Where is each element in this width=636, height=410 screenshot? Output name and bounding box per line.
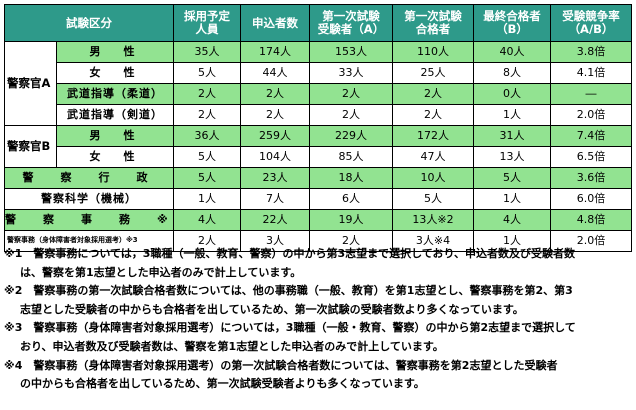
cell: 19人 <box>309 209 393 231</box>
header-planned-hires: 採用予定 人員 <box>173 4 241 42</box>
row-label: 男 性 <box>56 41 174 63</box>
cell: 2人 <box>392 104 474 126</box>
footnotes: ※1 警察事務については，3職種（一般、教育、警察）の中から第3志望まで選択して… <box>4 245 632 394</box>
cell: 2人 <box>392 83 474 105</box>
footnote-line: ※1 警察事務については，3職種（一般、教育、警察）の中から第3志望まで選択して… <box>4 247 576 260</box>
table-header-row: 試験区分 採用予定 人員 申込者数 第一次試験 受験者（A） 第一次試験 合格者 最終… <box>4 4 632 42</box>
cell: 35人 <box>173 41 241 63</box>
cell: 2人 <box>173 104 241 126</box>
cell: 1人 <box>473 104 551 126</box>
footnote-line: の中からも合格者を出しているため、第一次試験受験者よりも多くなっています。 <box>20 377 425 391</box>
row-label: 武道指導（柔道） <box>56 83 174 105</box>
footnote-line: ※4 警察事務（身体障害者対象採用選考）の第一次試験合格者数については、警察事務… <box>4 358 558 372</box>
table-row: 警察事務（身体障害者対象採用選考）※3 2人 3人 2人 3人※4 1人 2.0… <box>4 230 632 252</box>
cell: 40人 <box>473 41 551 63</box>
table-row: 警 察 行 政 5人 23人 18人 10人 5人 3.6倍 <box>4 167 632 189</box>
header-competition-ratio: 受験競争率 （A/B） <box>550 4 632 42</box>
cell: ― <box>550 83 632 105</box>
cell: 47人 <box>392 146 474 168</box>
cell: 3.8倍 <box>550 41 632 63</box>
cell: 6.0倍 <box>550 188 632 210</box>
cell: 8人 <box>473 62 551 84</box>
row-label: 武道指導（剣道） <box>56 104 174 126</box>
cell: 6.5倍 <box>550 146 632 168</box>
exam-results-table: 試験区分 採用予定 人員 申込者数 第一次試験 受験者（A） 第一次試験 合格者 最終… <box>4 4 632 252</box>
cell: 2人 <box>173 83 241 105</box>
cell: 1人 <box>173 188 241 210</box>
footnote-line: 志望とした受験者の中からも合格者を出しているため、第一次試験の受験者数より多くな… <box>20 302 524 316</box>
cell: 25人 <box>392 62 474 84</box>
cell: 5人 <box>173 146 241 168</box>
cell: 5人 <box>473 167 551 189</box>
cell: 4人 <box>473 209 551 231</box>
cell: 18人 <box>309 167 393 189</box>
cell: 1人 <box>473 188 551 210</box>
table-row: 女 性 5人 44人 33人 25人 8人 4.1倍 <box>4 62 632 84</box>
row-label: 女 性 <box>56 62 174 84</box>
group-label: 警察官A <box>4 41 57 126</box>
header-applicants: 申込者数 <box>240 4 310 42</box>
cell: 229人 <box>309 125 393 147</box>
header-exam-category: 試験区分 <box>4 4 174 42</box>
cell: 2人 <box>240 104 310 126</box>
cell: 4.8倍 <box>550 209 632 231</box>
row-label: 警 察 事 務 ※1 <box>4 209 174 231</box>
table-row: 警察官B 男 性 36人 259人 229人 172人 31人 7.4倍 <box>4 125 632 168</box>
cell: 110人 <box>392 41 474 63</box>
group-label: 警察官B <box>4 125 57 168</box>
footnote-line: ※3 警察事務（身体障害者対象採用選考）については，3職種（一般・教育、警察）の… <box>4 321 576 335</box>
cell: 2.0倍 <box>550 104 632 126</box>
row-label: 警 察 行 政 <box>4 167 174 189</box>
cell: 23人 <box>240 167 310 189</box>
cell: 22人 <box>240 209 310 231</box>
cell: 172人 <box>392 125 474 147</box>
row-label: 男 性 <box>56 125 174 147</box>
cell: 5人 <box>392 188 474 210</box>
table-row: 女 性 5人 104人 85人 47人 13人 6.5倍 <box>4 146 632 168</box>
cell: 2人 <box>309 104 393 126</box>
header-first-exam-takers: 第一次試験 受験者（A） <box>309 4 393 42</box>
cell: 33人 <box>309 62 393 84</box>
cell: 7人 <box>240 188 310 210</box>
table-row: 武道指導（柔道） 2人 2人 2人 2人 0人 ― <box>4 83 632 105</box>
cell: 0人 <box>473 83 551 105</box>
row-label: 女 性 <box>56 146 174 168</box>
cell: 6人 <box>309 188 393 210</box>
footnote-line: ※2 警察事務の第一次試験合格者数については、他の事務職（一般、教育）を第1志望… <box>4 284 573 298</box>
cell: 2.0倍 <box>550 230 632 252</box>
cell: 4人 <box>173 209 241 231</box>
cell: 13人※2 <box>392 209 474 231</box>
cell: 44人 <box>240 62 310 84</box>
cell: 2人 <box>309 83 393 105</box>
table-row: 武道指導（剣道） 2人 2人 2人 2人 1人 2.0倍 <box>4 104 632 126</box>
table-row: 警察科学（機械） 1人 7人 6人 5人 1人 6.0倍 <box>4 188 632 210</box>
cell: 104人 <box>240 146 310 168</box>
cell: 3人※4 <box>392 230 474 252</box>
footnote-line: は、警察を第1志望とした申込者のみで計上しています。 <box>20 265 302 279</box>
header-first-exam-passers: 第一次試験 合格者 <box>392 4 474 42</box>
cell: 4.1倍 <box>550 62 632 84</box>
cell: 31人 <box>473 125 551 147</box>
cell: 174人 <box>240 41 310 63</box>
cell: 1人 <box>473 230 551 252</box>
cell: 5人 <box>173 62 241 84</box>
table-row: 警 察 事 務 ※1 4人 22人 19人 13人※2 4人 4.8倍 <box>4 209 632 231</box>
cell: 13人 <box>473 146 551 168</box>
cell: 7.4倍 <box>550 125 632 147</box>
table-row: 警察官A 男 性 35人 174人 153人 110人 40人 3.8倍 <box>4 41 632 126</box>
cell: 85人 <box>309 146 393 168</box>
cell: 2人 <box>240 83 310 105</box>
footnote-line: おり、申込者数及び受験者数は、警察を第1志望とした申込者のみで計上しています。 <box>20 339 444 353</box>
cell: 153人 <box>309 41 393 63</box>
header-final-passers: 最終合格者 （B） <box>473 4 551 42</box>
row-label: 警察科学（機械） <box>4 188 174 210</box>
cell: 36人 <box>173 125 241 147</box>
cell: 10人 <box>392 167 474 189</box>
cell: 259人 <box>240 125 310 147</box>
cell: 5人 <box>173 167 241 189</box>
cell: 3.6倍 <box>550 167 632 189</box>
